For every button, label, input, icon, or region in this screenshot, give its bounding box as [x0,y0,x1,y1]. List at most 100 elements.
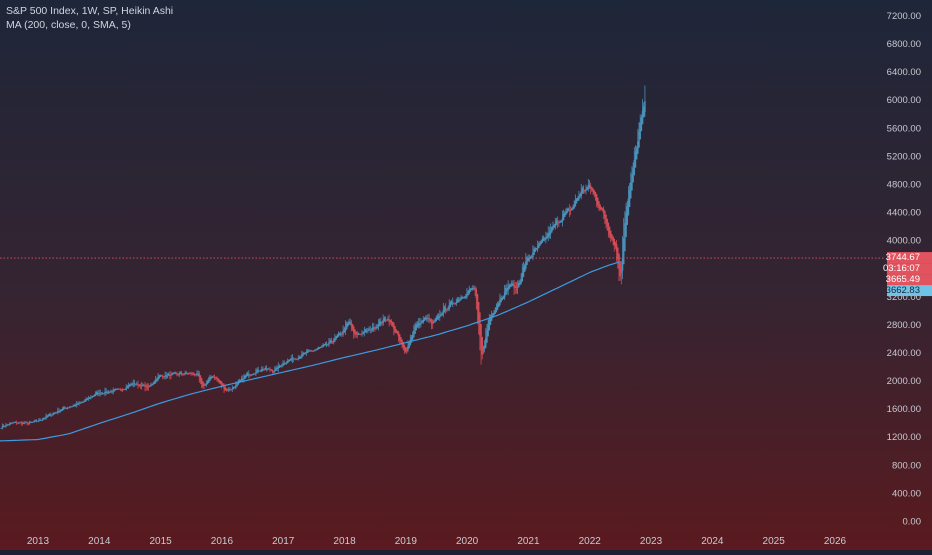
candle [11,422,13,424]
candle [417,318,420,329]
candle [48,413,51,416]
candle [297,355,300,361]
candle [621,236,624,280]
candle [479,312,481,351]
candle [194,374,197,376]
candle [261,366,263,373]
candle [477,302,480,335]
candle [322,342,324,348]
candle [545,231,547,244]
candle [266,367,269,371]
candle [283,360,285,366]
candle [456,296,459,303]
candle [601,207,604,212]
candle [147,383,150,391]
candle [291,354,294,364]
candle [262,366,264,372]
candle [608,226,611,239]
candle [377,318,380,331]
candle [228,386,230,393]
candle [108,390,111,394]
candle [309,349,311,352]
candle [15,420,18,425]
price-axis[interactable]: 0.00 400.00 800.00 1200.00 1600.00 2000.00 240… [887,11,921,528]
candle [123,388,125,390]
candle [157,373,159,382]
price-tick-label: 1200.00 [887,432,921,443]
candle [622,218,625,265]
candle [523,263,526,272]
candle [585,184,587,195]
time-tick-label: 2017 [272,536,295,547]
candle [521,263,524,282]
candle [347,321,349,327]
candle [639,114,641,140]
candle [408,341,410,349]
candle [341,331,343,337]
candle [144,381,146,392]
candle [631,166,633,191]
candle [330,337,333,344]
candle [186,372,189,375]
candle [206,379,209,385]
candle [112,387,114,395]
candle [200,378,203,389]
candle [638,122,640,148]
time-axis[interactable]: 2013 2014 2015 2016 2017 2018 2019 2020 2021 2022… [27,536,847,547]
candle [530,254,533,259]
candle [189,372,191,374]
candle [562,209,565,221]
candle [47,413,50,417]
candle [190,371,192,376]
candle [380,317,382,327]
candle [593,190,595,198]
candle [64,406,66,409]
candle [146,383,149,391]
candle [508,283,511,289]
price-tick-label: 4800.00 [887,179,921,190]
candle [383,316,386,322]
candle [315,348,317,351]
candle [389,319,392,325]
candle [495,303,498,313]
candle [415,321,417,331]
candle [396,330,399,335]
candle [275,365,277,371]
candle [481,336,483,360]
symbol-legend-line[interactable]: S&P 500 Index, 1W, SP, Heikin Ashi [6,5,174,17]
candle [618,253,620,282]
candle [289,358,291,361]
candle [453,302,455,305]
candle [116,388,118,390]
candle [546,232,548,239]
candle [369,325,371,334]
candle [55,411,58,414]
candle [357,332,360,336]
indicator-legend-line[interactable]: MA (200, close, 0, SMA, 5) [6,19,131,31]
candle [571,207,573,211]
candle [331,340,334,344]
candle [224,386,226,391]
candle [640,114,643,132]
svg-text:3662.83: 3662.83 [886,285,920,296]
candle [614,241,617,249]
candle [306,348,309,353]
candle [334,334,336,343]
candle [328,337,330,347]
moving-average-line [0,261,620,442]
candle [97,390,99,397]
candle [409,334,412,346]
candle [350,319,353,332]
candle [598,201,600,212]
candle [611,234,613,241]
candle [81,401,84,403]
candle [365,327,368,334]
candle [413,324,415,338]
candle [427,313,429,323]
candle [298,355,301,359]
candle [574,194,577,207]
candle [172,372,175,375]
candle [387,316,389,322]
